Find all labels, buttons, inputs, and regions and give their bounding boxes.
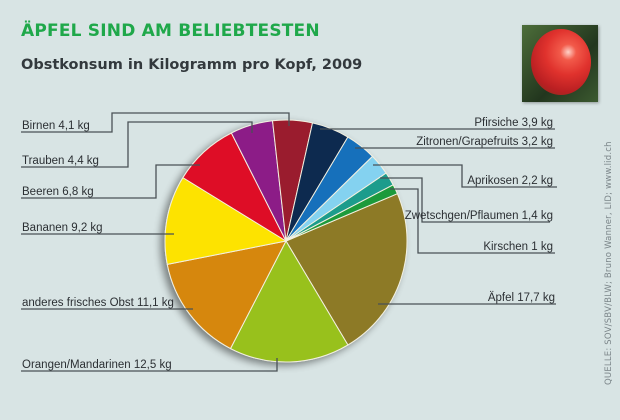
leader-orangen	[21, 358, 278, 372]
chart-subtitle: Obstkonsum in Kilogramm pro Kopf, 2009	[21, 57, 363, 73]
apple-icon	[531, 29, 591, 95]
label-aprikosen: Aprikosen 2,2 kg	[467, 175, 553, 187]
pie-slice-äpfel	[285, 193, 408, 346]
pie-slice-anderes-frisches-obst	[166, 240, 287, 350]
pie-slice-bananen	[164, 177, 287, 265]
leader-beeren	[21, 164, 200, 199]
leader-zwetschgen	[380, 177, 550, 223]
slice-labels: Äpfel 17,7 kg Orangen/Mandarinen 12,5 kg…	[22, 117, 555, 371]
label-zitronen: Zitronen/Grapefruits 3,2 kg	[416, 136, 553, 148]
leader-kirschen	[390, 188, 555, 254]
label-anderes: anderes frisches Obst 11,1 kg	[22, 297, 174, 309]
leader-birnen	[21, 112, 290, 133]
label-apfel: Äpfel 17,7 kg	[488, 292, 555, 304]
pie-slice-orangen-mandarinen	[230, 240, 349, 363]
label-bananen: Bananen 9,2 kg	[22, 222, 103, 234]
label-zwetschgen: Zwetschgen/Pflaumen 1,4 kg	[405, 210, 553, 222]
label-pfirsiche: Pfirsiche 3,9 kg	[474, 117, 553, 129]
leader-trauben	[21, 121, 253, 168]
apple-photo	[522, 25, 598, 102]
label-kirschen: Kirschen 1 kg	[483, 241, 553, 253]
label-beeren: Beeren 6,8 kg	[22, 186, 94, 198]
leader-aprikosen	[373, 164, 557, 188]
pie-slices	[164, 119, 408, 363]
label-orangen: Orangen/Mandarinen 12,5 kg	[22, 359, 172, 371]
leader-lines	[21, 112, 557, 372]
source-credit: QUELLE: SOV/SBV/BLW; Bruno Wanner, LID; …	[604, 141, 614, 385]
chart-title: ÄPFEL SIND AM BELIEBTESTEN	[21, 21, 320, 41]
label-birnen: Birnen 4,1 kg	[22, 120, 90, 132]
label-trauben: Trauben 4,4 kg	[22, 155, 99, 167]
